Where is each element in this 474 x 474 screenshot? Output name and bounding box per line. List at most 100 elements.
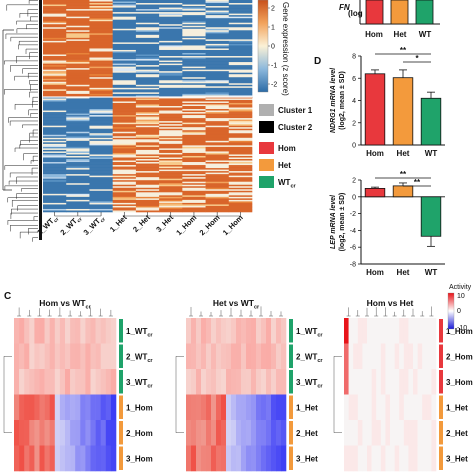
- heatmap-cell: [159, 102, 183, 105]
- heatmap-cell: [182, 128, 206, 131]
- activity-cell: [34, 445, 40, 472]
- activity-cell: [246, 420, 252, 446]
- row-label: 3_WTcr: [126, 378, 153, 390]
- activity-cell: [271, 420, 277, 446]
- heatmap-cell: [66, 186, 90, 189]
- heatmap-cell: [112, 22, 137, 25]
- heatmap-cell: [205, 169, 230, 172]
- heatmap-cell: [66, 1, 90, 4]
- heatmap-cell: [182, 60, 206, 63]
- heatmap-cell: [43, 193, 67, 196]
- heatmap-cell: [43, 180, 67, 183]
- activity-cell: [206, 394, 212, 421]
- heatmap-cell: [182, 10, 206, 13]
- heatmap-cell: [43, 71, 67, 73]
- heatmap-cell: [89, 53, 113, 55]
- heatmap-cell: [159, 201, 183, 204]
- heatmap-cell: [135, 74, 160, 77]
- heatmap-cell: [228, 157, 253, 160]
- heatmap-cell: [182, 113, 206, 116]
- heatmap-cell: [182, 66, 206, 69]
- bar: [364, 73, 386, 146]
- heatmap-cell: [66, 78, 90, 81]
- heatmap-cell: [43, 42, 67, 45]
- heatmap-cell: [228, 133, 253, 136]
- heatmap-cell: [135, 12, 160, 14]
- heatmap-cell: [43, 118, 67, 120]
- activity-cell: [261, 369, 267, 395]
- heatmap-cell: [228, 195, 253, 198]
- heatmap-cell: [135, 115, 160, 117]
- heatmap-cell: [66, 63, 90, 66]
- zscore-gradient: [257, 0, 269, 93]
- heatmap-cell: [135, 198, 160, 201]
- heatmap-cell: [205, 159, 230, 161]
- activity-cell: [191, 445, 197, 472]
- heatmap-cell: [89, 178, 113, 181]
- heatmap-cell: [228, 205, 253, 208]
- heatmap-cell: [182, 163, 206, 166]
- heatmap-cell: [43, 48, 67, 51]
- heatmap-cell: [205, 131, 230, 134]
- activity-cell: [19, 318, 25, 344]
- heatmap-cell: [112, 202, 137, 205]
- activity-cell: [49, 318, 56, 344]
- heatmap-cell: [112, 93, 137, 96]
- activity-cell: [201, 420, 207, 446]
- heatmap-cell: [159, 27, 183, 30]
- heatmap-cell: [159, 174, 183, 176]
- heatmap-cell: [205, 60, 230, 63]
- heatmap-cell: [228, 31, 253, 34]
- heatmap-cell: [66, 22, 90, 25]
- heatmap-cell: [112, 99, 137, 102]
- heatmap-cell: [205, 115, 230, 117]
- heatmap-cell: [135, 102, 160, 105]
- row-color-bar: [119, 319, 123, 343]
- activity-cell: [367, 420, 372, 446]
- heatmap-cell: [112, 51, 137, 54]
- heatmap-cell: [205, 0, 230, 2]
- legend-label: Cluster 2: [278, 123, 313, 132]
- heatmap-cell: [135, 210, 160, 213]
- activity-cell: [49, 420, 56, 446]
- activity-cell: [95, 445, 101, 472]
- heatmap-cell: [43, 130, 67, 133]
- heatmap-cell: [182, 137, 206, 140]
- heatmap-cell: [182, 16, 206, 19]
- heatmap-cell: [159, 28, 183, 31]
- activity-cell: [216, 343, 222, 370]
- heatmap-cell: [89, 3, 113, 5]
- activity-cell: [211, 318, 217, 344]
- heatmap-cell: [89, 48, 113, 51]
- heatmap-cell: [159, 6, 183, 8]
- heatmap-cell: [112, 28, 137, 31]
- activity-cell: [371, 445, 377, 472]
- heatmap-cell: [43, 33, 67, 36]
- activity-cell: [261, 420, 267, 446]
- heatmap-cell: [66, 18, 90, 20]
- heatmap-cell: [89, 163, 113, 166]
- activity-cell: [385, 318, 391, 344]
- heatmap-cell: [228, 204, 253, 207]
- activity-cell: [65, 318, 71, 344]
- heatmap-cell: [89, 184, 113, 187]
- heatmap-cell: [135, 195, 160, 198]
- heatmap-cell: [205, 21, 230, 24]
- fragment-ylabel: FN: [339, 3, 350, 12]
- activity-cell: [367, 343, 372, 370]
- activity-cell: [376, 445, 382, 472]
- heatmap-cell: [228, 181, 253, 184]
- activity-cell: [431, 343, 437, 370]
- heatmap-cell: [89, 207, 113, 210]
- heatmap-cell: [112, 25, 137, 28]
- y-tick-label: -2: [350, 211, 356, 218]
- heatmap-x-label: 1_WTcr: [35, 213, 60, 238]
- heatmap-cell: [66, 51, 90, 54]
- heatmap-cell: [205, 66, 230, 69]
- heatmap-cell: [43, 81, 67, 84]
- heatmap-cell: [159, 1, 183, 4]
- activity-cell: [100, 343, 107, 370]
- heatmap-cell: [159, 121, 183, 123]
- heatmap-cell: [135, 104, 160, 107]
